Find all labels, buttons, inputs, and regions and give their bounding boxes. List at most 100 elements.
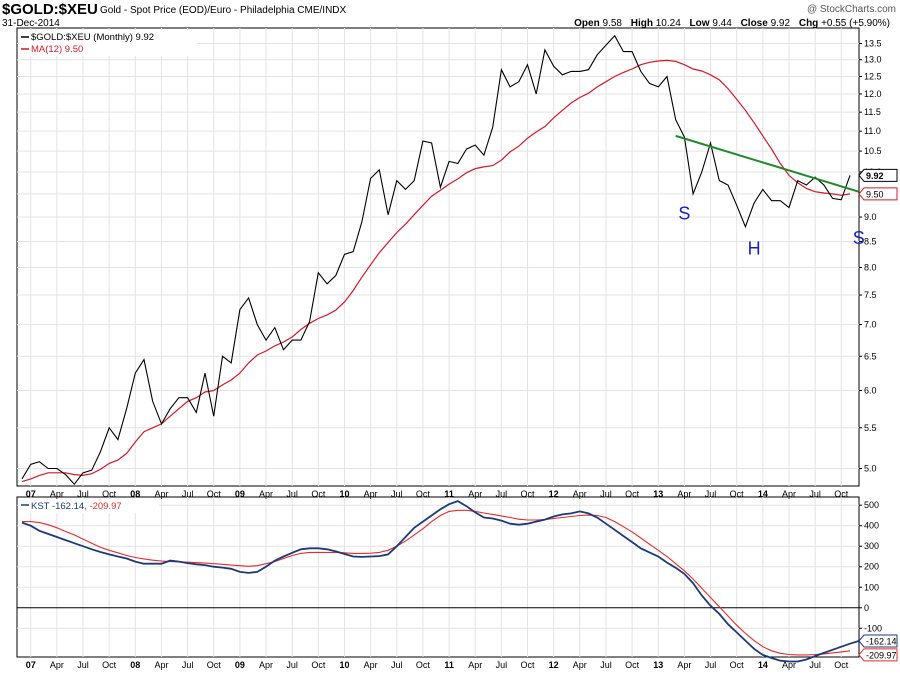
price-x-tick-label: Oct [207,489,222,499]
kst-y-tick-label: 100 [864,582,879,592]
kst-x-tick-label: Apr [154,660,168,670]
legend-entry: MA(12) 9.50 [31,44,83,55]
legend-entry-signal: , -209.97 [84,501,122,512]
price-x-tick-label: Jul [182,489,194,499]
kst-x-tick-label: 09 [235,660,245,670]
price-x-tick-label: Apr [677,489,691,499]
price-x-tick-label: Oct [834,489,849,499]
kst-x-tick-label: Jul [182,660,194,670]
price-x-tick-label: Apr [259,489,273,499]
last-ma-label-text: 9.50 [866,189,884,199]
price-x-tick-label: 11 [444,489,454,499]
price-y-tick-label: 5.0 [864,464,877,474]
price-x-axis: 07 Apr Jul Oct 08 Apr Jul Oct 09 Apr Jul Oct 10 Apr Ju… [26,489,849,499]
pattern-annotations: S H S [678,203,864,258]
legend-entry-kst: KST -162.14 [31,501,84,512]
brand-watermark: @ StockCharts.com [806,4,896,15]
price-y-tick-label: 10.5 [864,146,882,156]
ohlc-label-low: Low [689,18,713,29]
chart-subtitle: Gold - Spot Price (EOD)/Euro - Philadelp… [100,5,347,16]
kst-x-tick-label: Oct [416,660,431,670]
ohlc-label-open: Open [574,18,603,29]
ohlc-value-open: 9.58 [602,18,625,29]
price-y-tick-label: 5.5 [864,423,877,433]
price-x-tick-label: Oct [416,489,431,499]
kst-x-tick-label: Apr [468,660,482,670]
price-x-tick-label: Oct [521,489,536,499]
kst-y-tick-label: -100 [864,623,882,633]
price-x-tick-label: Jul [705,489,717,499]
price-x-tick-label: 13 [653,489,663,499]
kst-y-tick-label: 400 [864,521,879,531]
kst-x-tick-label: Apr [782,660,796,670]
annotation-h-1: H [748,238,761,258]
last-ma-label-box [858,187,898,201]
price-line [21,34,851,486]
price-legend-bg [19,30,197,56]
kst-x-tick-label: 07 [26,660,36,670]
kst-x-tick-label: Oct [834,660,849,670]
price-x-tick-label: Jul [600,489,612,499]
price-x-tick-label: Apr [468,489,482,499]
price-y-axis: 5.05.56.06.57.07.58.08.59.09.510.010.511… [859,39,882,474]
price-x-tick-label: Jul [286,489,298,499]
kst-line [21,500,859,663]
ohlc-value-low: 9.44 [712,18,735,29]
chart-symbol: $GOLD:$XEU [2,1,98,18]
annotation-s-2: S [853,228,865,248]
kst-legend: KST -162.14, -209.97 [19,499,159,513]
price-x-tick-label: Jul [496,489,508,499]
price-x-tick-label: 07 [26,489,36,499]
ohlc-value-close: 9.92 [770,18,793,29]
chart-date: 31-Dec-2014 [2,18,60,29]
kst-x-tick-label: 14 [758,660,768,670]
price-y-tick-label: 13.0 [864,55,882,65]
last-signal-label-text: -209.97 [866,650,897,660]
kst-panel-frame [16,496,860,658]
price-y-tick-label: 8.5 [864,236,877,246]
annotation-s-0: S [678,203,690,223]
price-y-tick-label: 11.5 [864,107,881,117]
kst-x-axis: 07 Apr Jul Oct 08 Apr Jul Oct 09 Apr Jul Oct 10 Apr Ju… [26,660,849,670]
kst-grid [17,497,859,657]
ohlc-label-close: Close [740,18,771,29]
price-x-tick-label: 14 [758,489,768,499]
price-x-tick-label: Apr [50,489,64,499]
kst-y-axis: 500 400 300 200 100 0 -100 [859,500,882,633]
price-x-tick-label: Jul [809,489,821,499]
kst-x-tick-label: Oct [102,660,117,670]
kst-x-tick-label: Oct [625,660,640,670]
price-grid [17,28,859,486]
kst-x-tick-label: Jul [391,660,403,670]
price-x-tick-label: Apr [364,489,378,499]
price-y-tick-label: 9.0 [864,212,877,222]
kst-x-tick-label: Apr [259,660,273,670]
kst-x-tick-label: Apr [677,660,691,670]
price-x-tick-label: 12 [549,489,559,499]
kst-x-tick-label: 13 [653,660,663,670]
price-y-tick-label: 7.0 [864,320,877,330]
neckline-trendline [675,134,860,193]
kst-x-tick-label: Apr [50,660,64,670]
kst-x-tick-label: 12 [549,660,559,670]
kst-x-tick-label: Apr [364,660,378,670]
price-x-tick-label: Oct [311,489,326,499]
kst-x-tick-label: Oct [207,660,222,670]
kst-series [21,500,859,663]
price-x-tick-label: 10 [339,489,349,499]
price-x-tick-label: Apr [154,489,168,499]
kst-x-tick-label: 11 [444,660,454,670]
last-price-label-text: 9.92 [866,171,884,181]
kst-x-tick-label: Oct [730,660,745,670]
ohlc-value-chg: +0.55 (+5.90%) [821,18,890,29]
kst-x-tick-label: Jul [286,660,298,670]
kst-x-tick-label: Jul [809,660,821,670]
kst-x-tick-label: 10 [339,660,349,670]
ohlc-value-high: 10.24 [655,18,684,29]
legend-entry: $GOLD:$XEU (Monthly) 9.92 [31,32,154,43]
last-kst-label-text: -162.14 [866,637,897,647]
ohlc-label-chg: Chg [798,18,822,29]
last-value-labels: 9.92 9.50 -162.14 -209.97 [858,168,898,662]
